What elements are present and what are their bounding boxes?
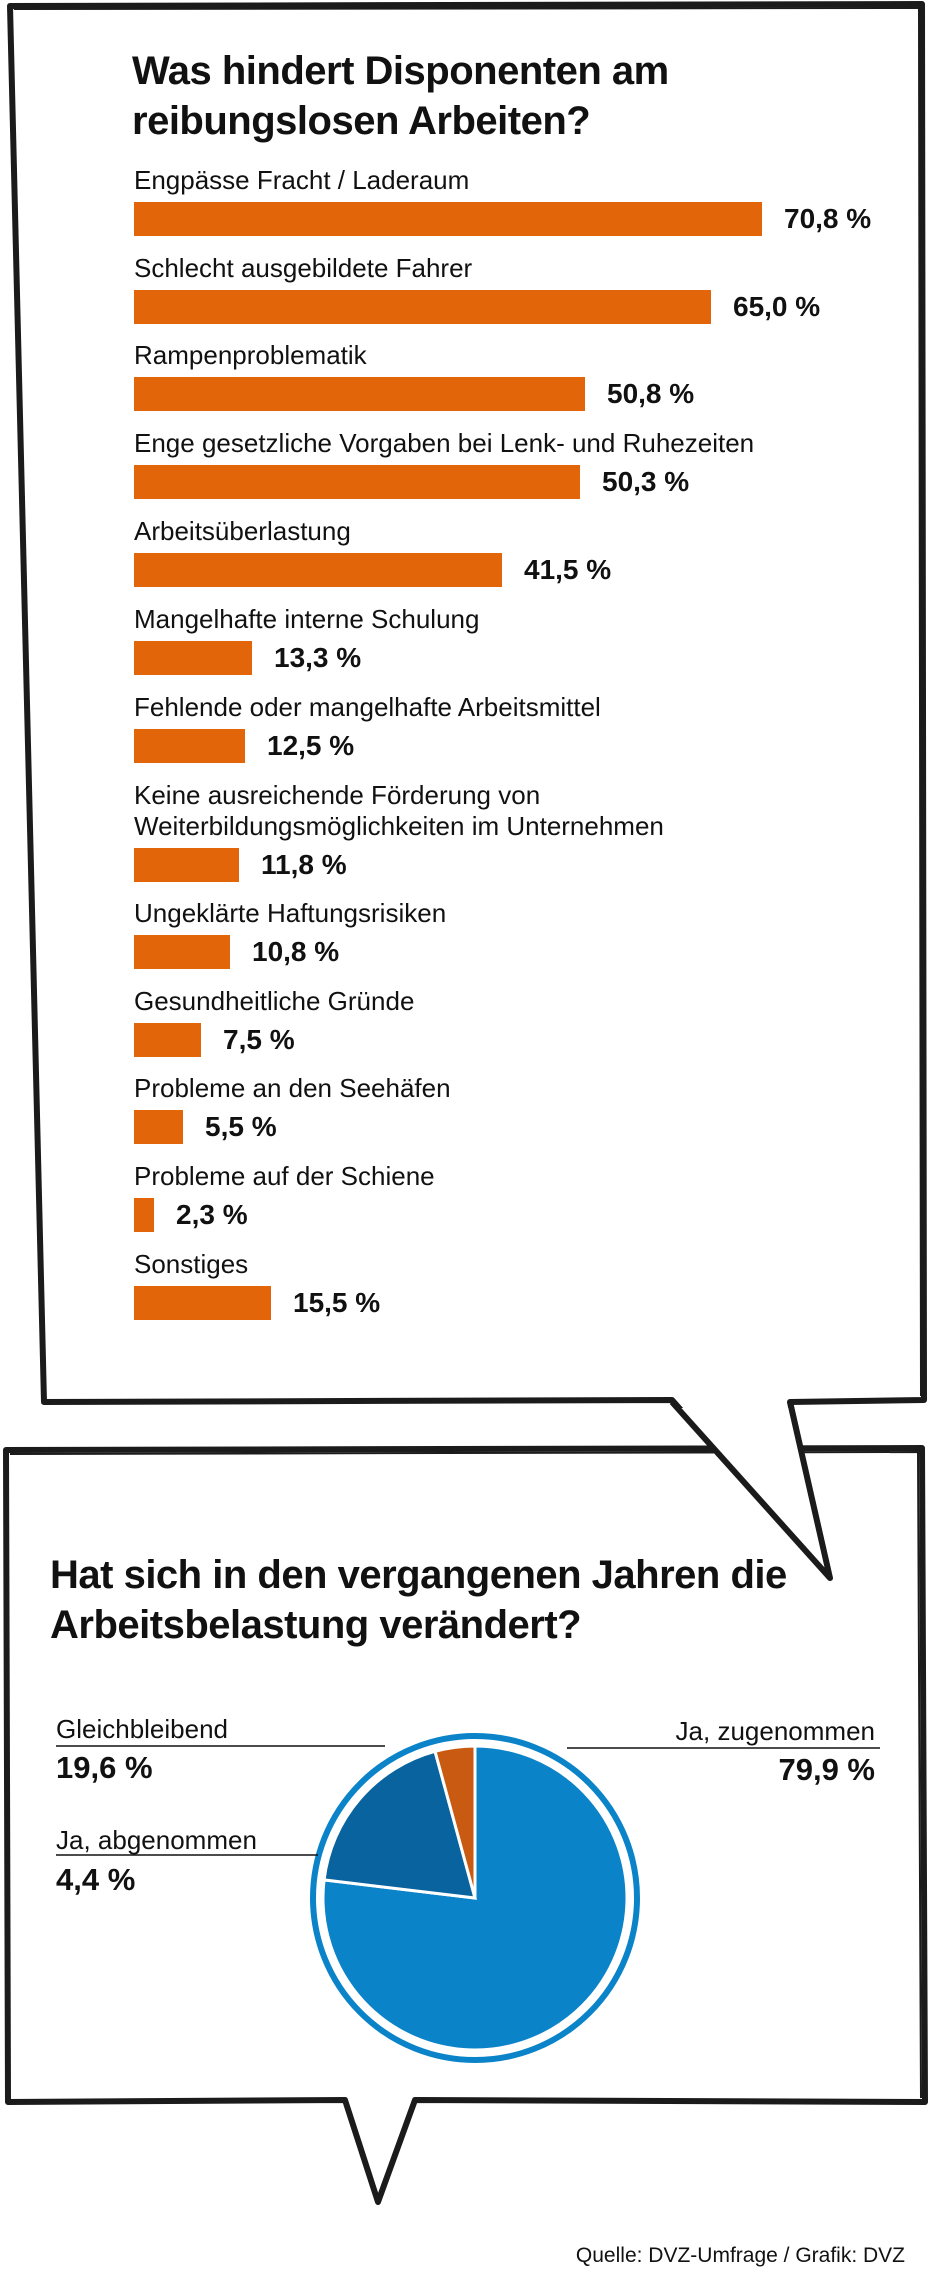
bar bbox=[134, 290, 711, 324]
bar-value-label: 15,5 % bbox=[293, 1287, 381, 1318]
bar bbox=[134, 377, 585, 411]
bar bbox=[134, 1198, 154, 1232]
pie-chart bbox=[56, 1733, 880, 2063]
bar-category-label: Gesundheitliche Gründe bbox=[134, 986, 415, 1016]
pie-value-gleichbleibend: 19,6 % bbox=[56, 1750, 153, 1785]
bar bbox=[134, 729, 245, 763]
bar-category-label: Mangelhafte interne Schulung bbox=[134, 604, 480, 634]
bubble-tail-outline bbox=[669, 1399, 833, 1581]
bar-value-label: 11,8 % bbox=[261, 849, 347, 880]
bar-category-label: Ungeklärte Haftungsrisiken bbox=[134, 898, 447, 928]
bar-value-label: 70,8 % bbox=[784, 203, 872, 234]
bar-value-label: 5,5 % bbox=[205, 1111, 277, 1142]
pie-value-abgenommen: 4,4 % bbox=[56, 1862, 136, 1897]
bar-row: Gesundheitliche Gründe 7,5 % bbox=[134, 986, 414, 1057]
pie-label-zugenommen: Ja, zugenommen bbox=[675, 1716, 875, 1746]
bar-value-label: 2,3 % bbox=[176, 1199, 248, 1230]
pie-slice bbox=[321, 1744, 629, 2052]
bar bbox=[134, 553, 502, 587]
bar-category-label: Arbeitsüberlastung bbox=[134, 516, 351, 546]
bar-value-label: 41,5 % bbox=[524, 554, 612, 585]
bar-row: Keine ausreichende Förderung von Weiterb… bbox=[134, 780, 774, 882]
bar-category-label: Sonstiges bbox=[134, 1249, 249, 1279]
pie-value-zugenommen: 79,9 % bbox=[778, 1752, 875, 1787]
bar-row: Probleme an den Seehäfen 5,5 % bbox=[134, 1073, 451, 1144]
bar bbox=[134, 935, 230, 969]
bar-category-label: Enge gesetzliche Vorgaben bei Lenk- und … bbox=[134, 428, 755, 458]
bottom-speech-bubble-edge bbox=[9, 1450, 922, 2099]
bar-row: Ungeklärte Haftungsrisiken 10,8 % bbox=[134, 898, 446, 969]
bar bbox=[134, 465, 580, 499]
bar-value-label: 50,8 % bbox=[607, 378, 695, 409]
bar-row: Engpässe Fracht / Laderaum 70,8 % bbox=[134, 165, 871, 236]
pie-chart-title: Hat sich in den vergangenen Jahren die A… bbox=[50, 1553, 787, 1647]
pie-label-abgenommen: Ja, abgenommen bbox=[56, 1825, 257, 1855]
bar-row: Enge gesetzliche Vorgaben bei Lenk- und … bbox=[134, 428, 754, 499]
bar bbox=[134, 1110, 183, 1144]
pie-slice bbox=[433, 1744, 477, 1899]
bar-row: Schlecht ausgebildete Fahrer 65,0 % bbox=[134, 253, 820, 324]
bar-value-label: 10,8 % bbox=[252, 936, 340, 967]
bar bbox=[134, 202, 762, 236]
bar-row: Probleme auf der Schiene 2,3 % bbox=[134, 1161, 435, 1232]
source-note: Quelle: DVZ-Umfrage / Grafik: DVZ bbox=[575, 2244, 905, 2267]
bar-value-label: 50,3 % bbox=[602, 466, 690, 497]
pie-slice bbox=[322, 1749, 478, 1900]
bar-category-label: Probleme an den Seehäfen bbox=[134, 1073, 451, 1103]
bar-category-label: Probleme auf der Schiene bbox=[134, 1161, 435, 1191]
bar bbox=[134, 641, 252, 675]
bar bbox=[134, 848, 239, 882]
bar-row: Rampenproblematik 50,8 % bbox=[134, 340, 694, 411]
bar-row: Mangelhafte interne Schulung 13,3 % bbox=[134, 604, 479, 675]
bar-row: Sonstiges 15,5 % bbox=[134, 1249, 380, 1320]
bar-value-label: 12,5 % bbox=[267, 730, 355, 761]
bar-category-label: Engpässe Fracht / Laderaum bbox=[134, 165, 470, 195]
bar-value-label: 7,5 % bbox=[223, 1024, 295, 1055]
bar-category-label: Fehlende oder mangelhafte Arbeitsmittel bbox=[134, 692, 601, 722]
bar-category-label: Schlecht ausgebildete Fahrer bbox=[134, 253, 473, 283]
bar bbox=[134, 1286, 271, 1320]
bar-row: Fehlende oder mangelhafte Arbeitsmittel 1… bbox=[134, 692, 601, 763]
top-speech-bubble-edge bbox=[13, 6, 922, 1397]
bar bbox=[134, 1023, 201, 1057]
bar-value-label: 65,0 % bbox=[733, 291, 821, 322]
bar-row: Arbeitsüberlastung 41,5 % bbox=[134, 516, 611, 587]
pie-label-gleichbleibend: Gleichbleibend bbox=[56, 1714, 229, 1744]
bar-category-label: Rampenproblematik bbox=[134, 340, 367, 370]
bar-category-label: Keine ausreichende Förderung von Weiterb… bbox=[134, 780, 664, 841]
bar-chart-title: Was hindert Disponenten am reibungslosen… bbox=[132, 49, 669, 143]
bar-value-label: 13,3 % bbox=[274, 642, 362, 673]
